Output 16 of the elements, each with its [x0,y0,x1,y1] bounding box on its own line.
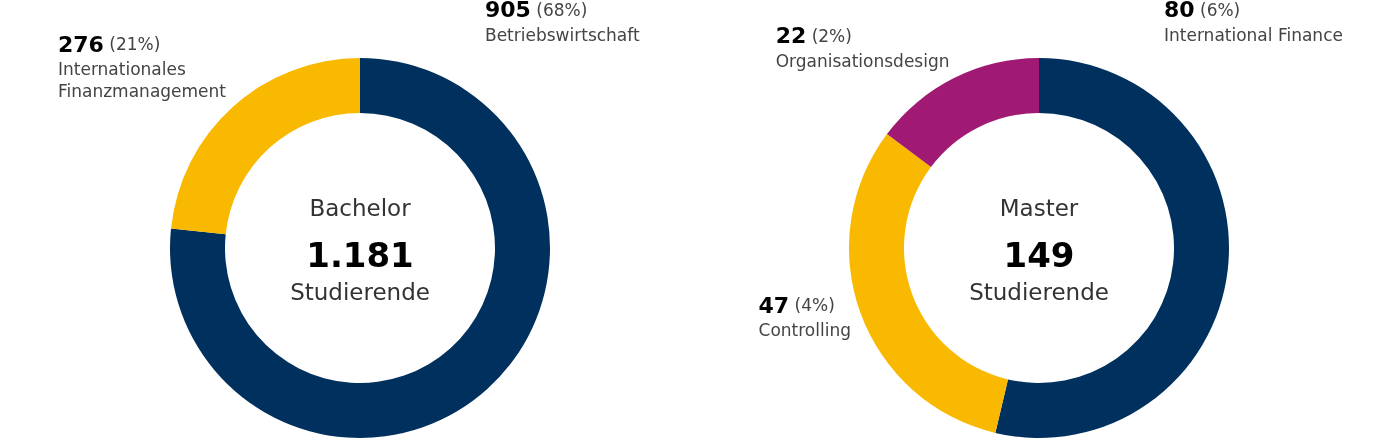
text: 149 [1003,235,1075,275]
text: Studierende [290,278,430,305]
text: Studierende [969,278,1109,305]
slice-label: Internationales Finanzmanagement [57,59,227,102]
slice-label: International Finance [1164,24,1343,45]
data-label: 47 (4%) [758,292,835,318]
data-label: 276 (21%) [57,31,161,57]
text: Bachelor [309,194,412,221]
slice-label: Organisationsdesign [775,50,950,71]
data-label: 22 (2%) [775,23,852,49]
slice-label: Betriebswirtschaft [485,24,640,45]
data-label: 905 (68%) [485,0,588,23]
data-label: 80 (6%) [1164,0,1241,23]
text: Master [999,194,1079,221]
slice-label: Controlling [758,320,851,341]
text: 1.181 [306,235,414,275]
